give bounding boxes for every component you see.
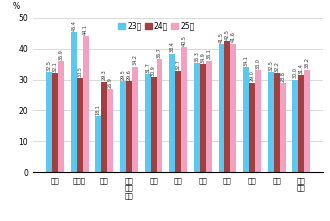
Bar <box>58 61 64 172</box>
Bar <box>304 70 310 172</box>
Bar <box>181 47 187 172</box>
Text: 29.6: 29.6 <box>126 69 131 80</box>
Bar <box>255 70 261 172</box>
Text: 34.1: 34.1 <box>244 55 249 66</box>
Text: 32.5: 32.5 <box>268 60 273 70</box>
Text: 40.5: 40.5 <box>182 35 186 46</box>
Bar <box>243 67 249 172</box>
Text: 41.5: 41.5 <box>219 32 224 43</box>
Text: 30.0: 30.0 <box>293 67 298 78</box>
Bar <box>150 77 156 172</box>
Text: 35.3: 35.3 <box>194 51 199 62</box>
Bar <box>101 82 107 172</box>
Text: 41.6: 41.6 <box>231 32 236 42</box>
Bar <box>206 61 212 172</box>
Text: 35.9: 35.9 <box>58 49 63 60</box>
Text: 29.3: 29.3 <box>102 70 107 80</box>
Text: 34.9: 34.9 <box>200 52 205 63</box>
Text: 45.4: 45.4 <box>71 20 76 31</box>
Bar <box>107 89 113 172</box>
Text: 34.2: 34.2 <box>132 54 137 65</box>
Text: 44.1: 44.1 <box>83 24 88 35</box>
Text: 36.1: 36.1 <box>206 49 211 59</box>
Bar <box>280 83 285 172</box>
Bar <box>274 73 280 172</box>
Text: 29.0: 29.0 <box>249 71 254 81</box>
Text: %: % <box>13 2 20 11</box>
Bar <box>126 81 132 172</box>
Bar <box>224 41 230 172</box>
Bar <box>71 32 77 172</box>
Bar <box>120 81 126 172</box>
Bar <box>218 44 224 172</box>
Bar <box>156 59 162 172</box>
Bar <box>268 72 274 172</box>
Bar <box>82 36 88 172</box>
Bar <box>249 83 255 172</box>
Bar <box>298 75 304 172</box>
Bar <box>145 74 150 172</box>
Legend: 23年, 24年, 25年: 23年, 24年, 25年 <box>115 18 198 34</box>
Text: 36.7: 36.7 <box>157 47 162 58</box>
Text: 38.4: 38.4 <box>170 42 175 52</box>
Text: 32.5: 32.5 <box>47 60 52 70</box>
Text: 30.9: 30.9 <box>151 65 156 76</box>
Text: 31.4: 31.4 <box>299 63 304 74</box>
Text: 26.9: 26.9 <box>108 77 113 88</box>
Text: 28.8: 28.8 <box>280 71 285 82</box>
Text: 32.7: 32.7 <box>176 59 181 70</box>
Bar <box>95 116 101 172</box>
Bar <box>175 71 181 172</box>
Text: 33.0: 33.0 <box>255 58 260 69</box>
Text: 31.7: 31.7 <box>145 62 150 73</box>
Bar <box>46 72 52 172</box>
Bar <box>292 80 298 172</box>
Text: 32.1: 32.1 <box>52 61 57 72</box>
Text: 32.2: 32.2 <box>274 61 279 72</box>
Text: 30.5: 30.5 <box>77 66 82 77</box>
Bar <box>132 67 138 172</box>
Bar <box>230 44 236 172</box>
Bar <box>194 63 200 172</box>
Text: 18.1: 18.1 <box>96 104 101 115</box>
Bar <box>200 64 206 172</box>
Bar <box>52 73 58 172</box>
Bar <box>169 53 175 172</box>
Text: 29.5: 29.5 <box>120 69 125 80</box>
Text: 33.2: 33.2 <box>305 57 310 69</box>
Bar <box>77 78 82 172</box>
Text: 42.5: 42.5 <box>225 29 230 40</box>
